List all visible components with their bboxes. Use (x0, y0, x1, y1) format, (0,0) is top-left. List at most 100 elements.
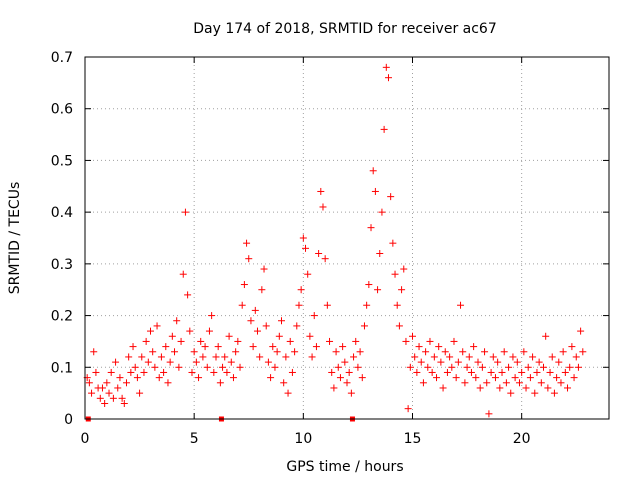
data-point (127, 368, 135, 376)
data-point (118, 394, 126, 402)
data-point (85, 379, 93, 387)
plot-frame (84, 56, 610, 420)
data-point (378, 208, 386, 216)
data-point (574, 363, 582, 371)
data-point (435, 343, 443, 351)
data-point (214, 343, 222, 351)
data-point (208, 312, 216, 320)
data-point (470, 343, 478, 351)
data-point (212, 353, 220, 361)
data-point (304, 270, 312, 278)
data-point (400, 265, 408, 273)
data-point (577, 327, 585, 335)
data-point (459, 348, 467, 356)
data-point (326, 337, 334, 345)
data-point (107, 368, 115, 376)
data-point (509, 353, 517, 361)
data-point (195, 374, 203, 382)
data-point (413, 368, 421, 376)
data-point (443, 368, 451, 376)
data-point (522, 384, 530, 392)
data-point (461, 379, 469, 387)
data-point (454, 358, 462, 366)
data-point (155, 374, 163, 382)
x-tick-label: 20 (513, 431, 531, 447)
data-point (184, 291, 192, 299)
data-point (354, 363, 362, 371)
data-point (537, 379, 545, 387)
data-point (133, 374, 141, 382)
data-point (140, 368, 148, 376)
data-point (476, 384, 484, 392)
data-point (232, 348, 240, 356)
data-point (175, 363, 183, 371)
data-point (168, 332, 176, 340)
data-point (210, 368, 218, 376)
data-point (465, 353, 473, 361)
data-point (273, 348, 281, 356)
data-point (188, 368, 196, 376)
data-point (526, 374, 534, 382)
data-point (197, 337, 205, 345)
data-point (561, 368, 569, 376)
data-point (278, 317, 285, 325)
data-point (160, 368, 168, 376)
data-point (295, 301, 303, 309)
data-point (330, 384, 338, 392)
data-point (369, 167, 377, 175)
data-point (382, 63, 390, 71)
data-point (234, 337, 242, 345)
data-point (546, 368, 554, 376)
data-point (548, 353, 556, 361)
data-point (190, 348, 198, 356)
data-point (262, 322, 270, 330)
data-point (225, 332, 233, 340)
data-point (247, 317, 255, 325)
data-point (487, 368, 495, 376)
data-point (402, 337, 410, 345)
data-point (315, 250, 323, 258)
data-point (518, 368, 526, 376)
data-point (308, 353, 316, 361)
data-point (105, 389, 113, 397)
data-point (251, 306, 259, 314)
data-point (319, 203, 327, 211)
data-point (446, 353, 454, 361)
data-point (352, 337, 360, 345)
data-point (542, 332, 550, 340)
data-point (350, 353, 358, 361)
data-point (437, 358, 445, 366)
points-layer (83, 63, 587, 422)
data-point (502, 379, 510, 387)
data-point (452, 374, 460, 382)
data-point (177, 337, 185, 345)
data-point (415, 343, 423, 351)
data-point (507, 389, 515, 397)
data-point (229, 374, 237, 382)
data-point (120, 399, 128, 407)
data-point (496, 384, 504, 392)
data-point (264, 358, 272, 366)
data-point (457, 301, 465, 309)
data-point (267, 374, 275, 382)
data-point (291, 348, 299, 356)
chart-title: Day 174 of 2018, SRMTID for receiver ac6… (193, 21, 497, 37)
data-point (428, 368, 436, 376)
data-point (409, 332, 416, 340)
data-point (173, 317, 181, 325)
data-point (491, 374, 499, 382)
y-tick-label: 0.5 (51, 153, 73, 169)
data-point (524, 363, 532, 371)
data-point (271, 363, 279, 371)
x-tick-label: 15 (404, 431, 422, 447)
data-point (142, 337, 150, 345)
data-point (147, 327, 154, 335)
y-axis-label: SRMTID / TECUs (7, 182, 23, 295)
data-point (485, 410, 493, 418)
x-axis-label: GPS time / hours (286, 459, 403, 475)
data-point (360, 322, 368, 330)
data-point (411, 353, 419, 361)
data-point (166, 358, 174, 366)
data-point (245, 255, 253, 263)
x-tick-label: 5 (190, 431, 199, 447)
